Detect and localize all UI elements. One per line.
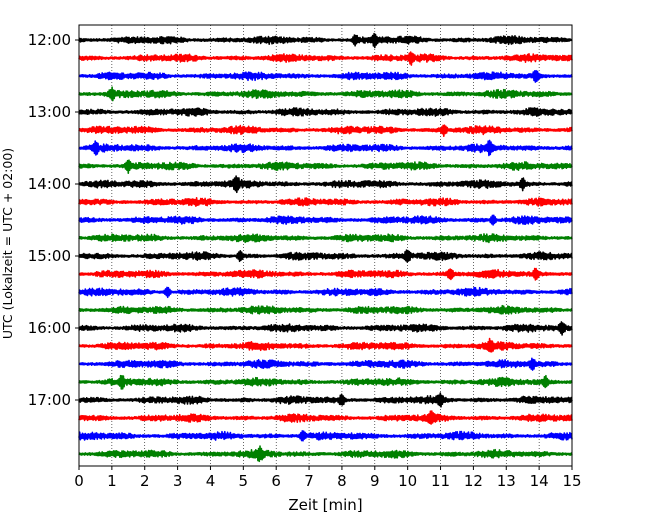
y-tick-label: 14:00 [28, 175, 71, 193]
seismic-trace [78, 249, 573, 263]
seismic-trace [78, 321, 573, 336]
x-tick-label: 15 [562, 472, 581, 490]
x-axis-label: Zeit [min] [288, 496, 362, 514]
seismic-trace [78, 286, 573, 299]
seismic-trace [78, 124, 573, 137]
y-tick-label: 16:00 [28, 319, 71, 337]
x-axis-ticks: 0 1 2 3 4 5 6 7 8 9 10 11 12 13 14 15 [74, 466, 582, 490]
seismic-trace [78, 69, 573, 83]
seismic-trace [78, 214, 573, 226]
y-axis-label: UTC (Lokalzeit = UTC + 02:00) [0, 148, 15, 339]
y-axis-ticks: 12:00 13:00 14:00 15:00 16:00 17:00 [28, 31, 79, 409]
x-tick-label: 13 [497, 472, 516, 490]
x-tick-label: 9 [370, 472, 380, 490]
plot-frame [78, 24, 573, 467]
x-tick-label: 2 [140, 472, 150, 490]
seismic-trace [78, 374, 573, 390]
seismic-trace [78, 139, 573, 157]
y-tick-label: 13:00 [28, 103, 71, 121]
y-tick-label: 15:00 [28, 247, 71, 265]
x-tick-label: 11 [431, 472, 450, 490]
x-tick-label: 10 [398, 472, 417, 490]
y-tick-label: 17:00 [28, 391, 71, 409]
x-tick-label: 12 [464, 472, 483, 490]
seismic-trace [78, 175, 573, 194]
seismic-trace [78, 267, 573, 281]
x-tick-label: 8 [337, 472, 347, 490]
x-tick-label: 4 [206, 472, 216, 490]
seismic-trace [78, 357, 573, 371]
seismic-trace [78, 304, 573, 315]
seismic-trace [78, 159, 573, 174]
seismic-trace [78, 233, 573, 244]
x-tick-label: 1 [107, 472, 117, 490]
seismic-trace [78, 445, 573, 463]
x-tick-label: 7 [304, 472, 314, 490]
seismic-trace [78, 86, 573, 102]
seismic-trace [78, 107, 573, 117]
seismic-trace [78, 32, 573, 49]
seismic-trace [78, 51, 573, 66]
x-tick-label: 14 [530, 472, 549, 490]
x-tick-label: 0 [74, 472, 84, 490]
seismic-trace [78, 197, 573, 207]
seismic-trace [78, 392, 573, 408]
y-tick-label: 12:00 [28, 31, 71, 49]
seismic-trace [78, 430, 573, 442]
seismic-trace [78, 410, 573, 425]
x-tick-label: 6 [271, 472, 281, 490]
x-tick-label: 3 [173, 472, 183, 490]
x-tick-label: 5 [239, 472, 249, 490]
seismic-traces [78, 32, 573, 463]
seismic-trace [78, 337, 573, 353]
